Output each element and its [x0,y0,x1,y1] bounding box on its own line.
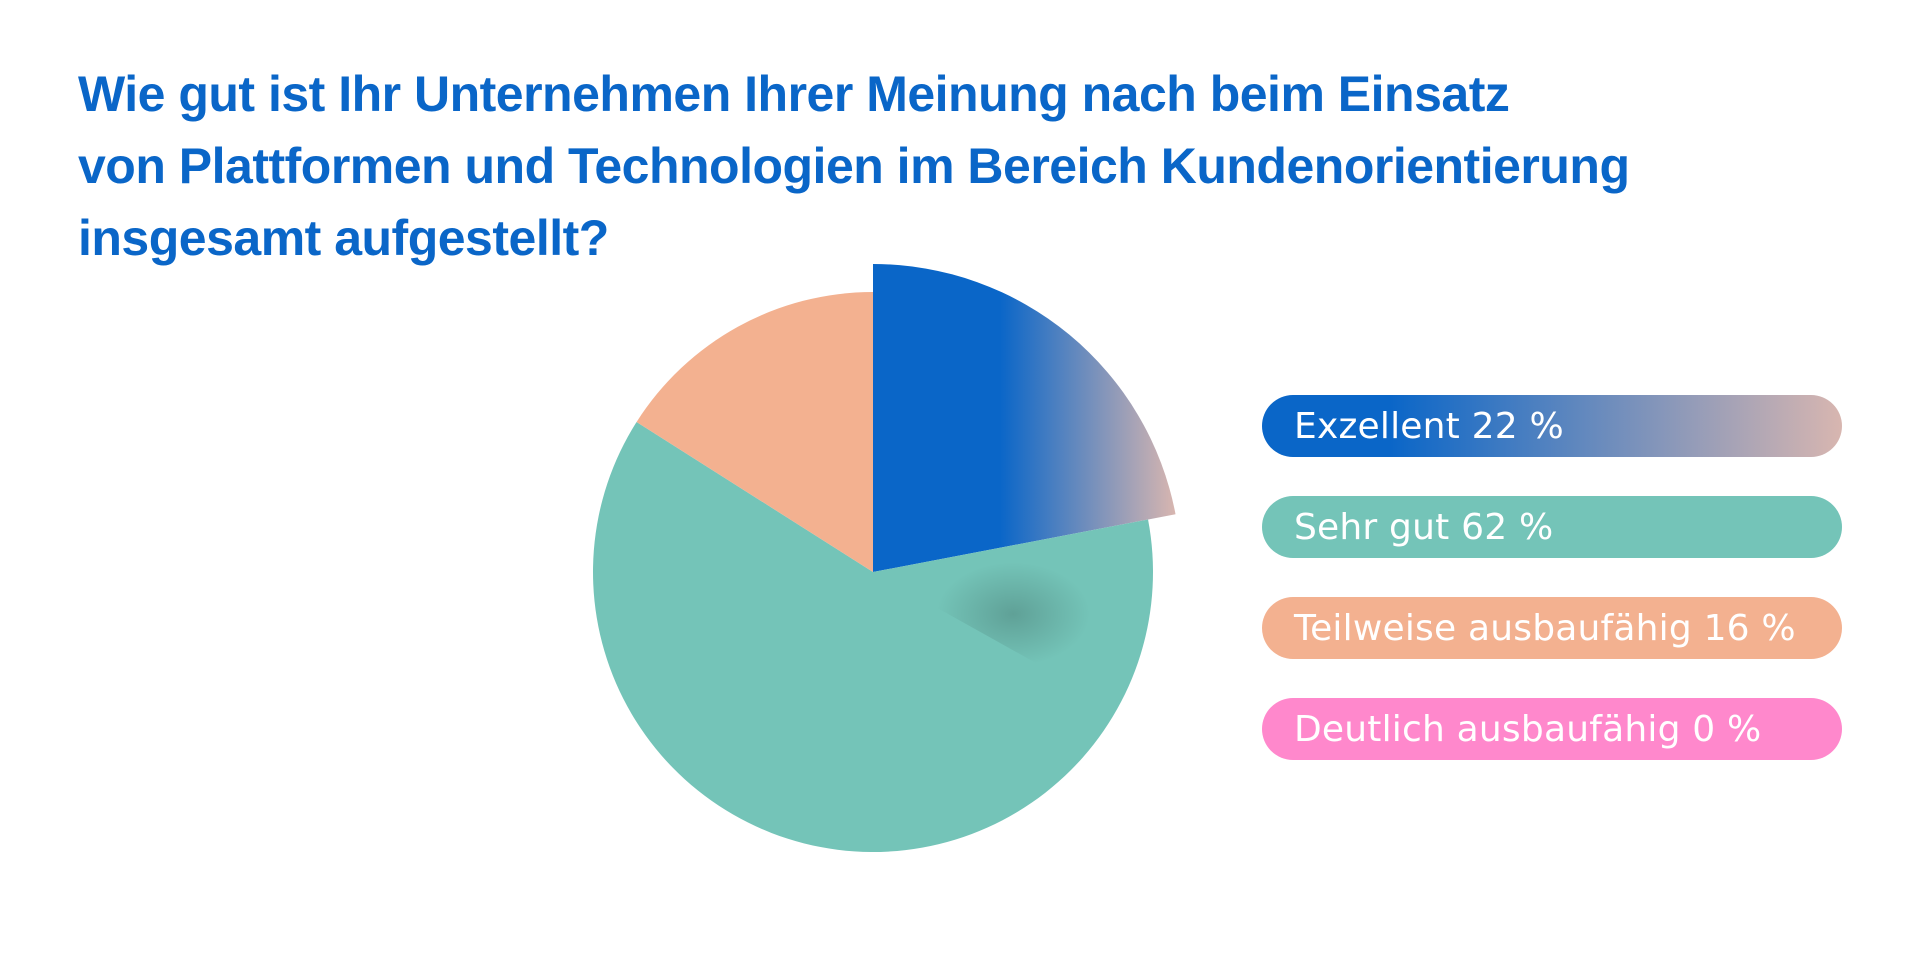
chart-title: Wie gut ist Ihr Unternehmen Ihrer Meinun… [78,58,1630,274]
legend-item-exzellent: Exzellent 22 % [1262,395,1842,457]
pie-slice-shadow [873,519,1153,709]
chart-title-line-1: Wie gut ist Ihr Unternehmen Ihrer Meinun… [78,66,1510,122]
legend: Exzellent 22 % Sehr gut 62 % Teilweise a… [1262,395,1842,799]
legend-item-teilweise-ausbaufaehig: Teilweise ausbaufähig 16 % [1262,597,1842,659]
chart-title-line-2: von Plattformen und Technologien im Bere… [78,138,1630,194]
legend-item-deutlich-ausbaufaehig: Deutlich ausbaufähig 0 % [1262,698,1842,760]
chart-title-line-3: insgesamt aufgestellt? [78,210,609,266]
pie-slices [592,264,1176,852]
pie-slice-exzellent [873,264,1176,572]
pie-slice-teilweise-ausbauf-hig [636,292,873,572]
legend-item-sehr-gut: Sehr gut 62 % [1262,496,1842,558]
pie-slice-sehr-gut [592,421,1153,852]
